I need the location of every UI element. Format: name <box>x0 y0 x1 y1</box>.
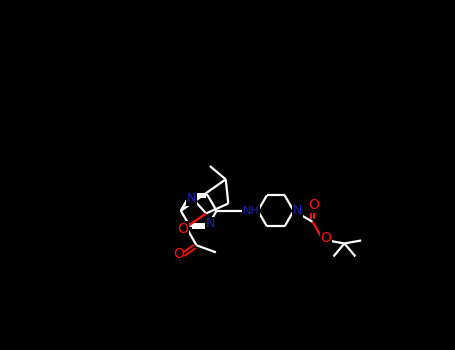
Text: O: O <box>177 222 188 236</box>
Text: NH: NH <box>243 206 260 216</box>
Text: O: O <box>173 247 184 261</box>
Text: N: N <box>293 204 302 217</box>
Text: N: N <box>205 217 215 230</box>
Text: O: O <box>321 231 332 245</box>
Text: N: N <box>187 192 196 205</box>
Text: O: O <box>308 198 319 212</box>
